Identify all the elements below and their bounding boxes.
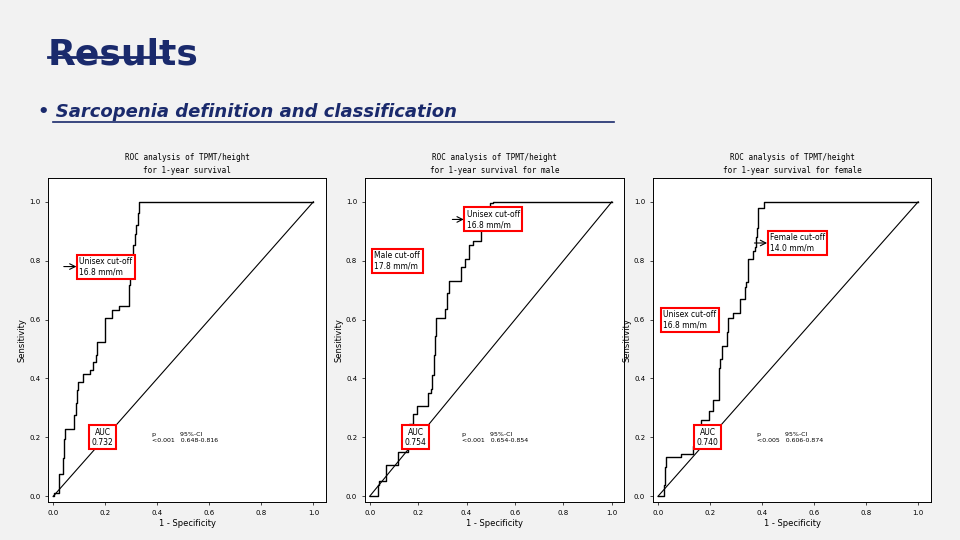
Text: p            95%-CI
<0.001   0.654-0.854: p 95%-CI <0.001 0.654-0.854 [462, 432, 528, 443]
Text: AUC
0.754: AUC 0.754 [405, 428, 426, 447]
Y-axis label: Sensitivity: Sensitivity [334, 318, 343, 362]
Text: p            95%-CI
<0.005   0.606-0.874: p 95%-CI <0.005 0.606-0.874 [756, 432, 823, 443]
Text: Unisex cut-off
16.8 mm/m: Unisex cut-off 16.8 mm/m [467, 210, 519, 229]
X-axis label: 1 - Specificity: 1 - Specificity [466, 518, 523, 528]
Y-axis label: Sensitivity: Sensitivity [17, 318, 26, 362]
Y-axis label: Sensitivity: Sensitivity [622, 318, 631, 362]
Text: Unisex cut-off
16.8 mm/m: Unisex cut-off 16.8 mm/m [80, 257, 132, 276]
Text: Male cut-off
17.8 mm/m: Male cut-off 17.8 mm/m [374, 251, 420, 271]
Text: p            95%-CI
<0.001   0.648-0.816: p 95%-CI <0.001 0.648-0.816 [152, 432, 218, 443]
Text: Unisex cut-off
16.8 mm/m: Unisex cut-off 16.8 mm/m [663, 310, 716, 329]
Text: • Sarcopenia definition and classification: • Sarcopenia definition and classificati… [38, 103, 457, 120]
X-axis label: 1 - Specificity: 1 - Specificity [763, 518, 821, 528]
Text: Results: Results [48, 38, 199, 72]
Title: ROC analysis of TPMT/height
for 1-year survival: ROC analysis of TPMT/height for 1-year s… [125, 153, 250, 174]
Title: ROC analysis of TPMT/height
for 1-year survival for male: ROC analysis of TPMT/height for 1-year s… [430, 153, 559, 174]
X-axis label: 1 - Specificity: 1 - Specificity [158, 518, 216, 528]
Text: Female cut-off
14.0 mm/m: Female cut-off 14.0 mm/m [770, 233, 825, 253]
Text: AUC
0.732: AUC 0.732 [92, 428, 113, 447]
Text: AUC
0.740: AUC 0.740 [697, 428, 718, 447]
Title: ROC analysis of TPMT/height
for 1-year survival for female: ROC analysis of TPMT/height for 1-year s… [723, 153, 861, 174]
